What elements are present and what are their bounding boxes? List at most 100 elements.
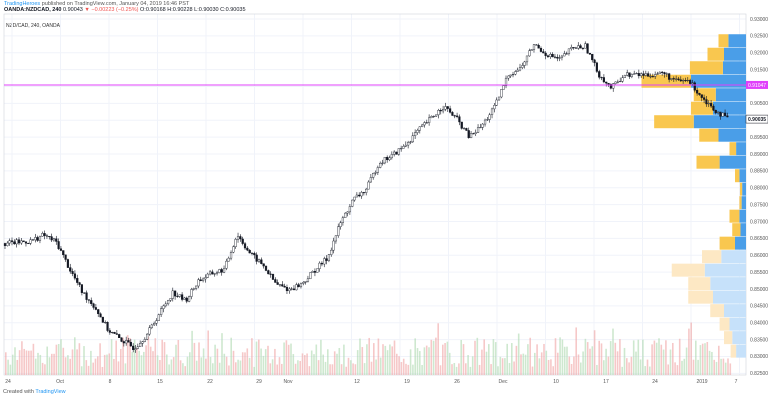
candle-body xyxy=(215,272,219,274)
volume-bar xyxy=(340,364,343,375)
volume-bar xyxy=(632,340,635,375)
chart-header: TradingHeroes published on TradingView.c… xyxy=(4,1,189,7)
volume-bar xyxy=(458,363,460,375)
volume-bar xyxy=(483,339,485,375)
last-price-label-box xyxy=(745,114,768,124)
volume-bar xyxy=(281,363,283,375)
candle-body xyxy=(409,141,412,143)
candle-body xyxy=(327,254,331,261)
volume-bar xyxy=(520,354,522,375)
volume-bar xyxy=(53,353,55,375)
volume-bar xyxy=(64,357,67,375)
candle-body xyxy=(465,128,468,131)
candle-body xyxy=(418,126,421,131)
volume-bar xyxy=(186,356,189,375)
volume-bar xyxy=(331,364,334,375)
volume-profile-buy-bar xyxy=(707,47,724,61)
volume-bar xyxy=(60,339,62,375)
candle-body xyxy=(518,67,522,71)
tradingview-brand[interactable]: TradingView xyxy=(35,389,66,395)
volume-bar xyxy=(366,344,368,375)
volume-bar xyxy=(166,354,168,375)
candle-body xyxy=(442,109,445,112)
candle-body xyxy=(122,341,125,344)
candle-body xyxy=(127,340,130,343)
volume-bar xyxy=(529,337,531,375)
candle-body xyxy=(472,133,475,135)
candle-body xyxy=(183,297,186,300)
candle-body xyxy=(640,73,643,77)
volume-bar xyxy=(122,337,124,375)
candle-body xyxy=(637,73,640,77)
candle-body xyxy=(388,157,391,161)
volume-bar xyxy=(356,350,359,375)
candle-body xyxy=(397,148,400,155)
y-tick-label: 0.85000 xyxy=(750,287,768,293)
candle-body xyxy=(493,105,496,110)
volume-profile-sell-bar xyxy=(715,88,746,102)
candle-body xyxy=(455,115,459,117)
volume-bar xyxy=(83,346,85,375)
candle-body xyxy=(225,260,228,269)
published-text: published on TradingView.com, January 04… xyxy=(41,1,190,7)
candle-body xyxy=(723,112,727,116)
volume-bar xyxy=(591,346,594,375)
volume-bar xyxy=(396,353,398,375)
candle-body xyxy=(192,288,195,290)
candle-body xyxy=(271,273,275,280)
volume-bar xyxy=(5,352,7,375)
candle-body xyxy=(153,323,156,326)
symbol-line: OANDA:NZDCAD, 240 0.90043 ▼ −0.00223 (−0… xyxy=(4,7,246,13)
volume-bar xyxy=(290,343,292,375)
volume-bar xyxy=(540,352,543,375)
candle-body xyxy=(700,94,703,98)
candle-body xyxy=(379,162,382,168)
y-tick-label: 0.84500 xyxy=(750,304,768,310)
volume-bar xyxy=(57,344,60,375)
volume-bar xyxy=(297,360,299,375)
candle-body xyxy=(213,273,216,275)
volume-bar xyxy=(237,359,239,375)
candle-body xyxy=(274,279,277,283)
candle-body xyxy=(490,108,494,115)
candle-body xyxy=(369,177,372,183)
volume-bar xyxy=(145,345,147,375)
y-tick-label: 0.83000 xyxy=(750,354,768,360)
volume-bar xyxy=(39,354,42,375)
volume-bar xyxy=(695,340,697,375)
volume-bar xyxy=(159,360,161,375)
candle-body xyxy=(344,212,347,218)
volume-bar xyxy=(577,354,580,375)
candle-body xyxy=(167,300,170,305)
candle-body xyxy=(572,47,575,49)
candle-body xyxy=(702,97,706,100)
candle-body xyxy=(675,78,678,80)
volume-bar xyxy=(697,359,699,375)
volume-bar xyxy=(550,359,552,375)
candle-body xyxy=(591,53,594,61)
volume-bar xyxy=(492,339,495,375)
volume-bar xyxy=(126,335,129,375)
publisher-name[interactable]: TradingHeroes xyxy=(4,1,41,7)
volume-bar xyxy=(462,344,465,375)
volume-bar xyxy=(570,363,573,375)
volume-bar xyxy=(350,360,352,375)
volume-bar xyxy=(538,358,541,375)
volume-bar xyxy=(619,339,621,375)
volume-bar xyxy=(156,355,159,375)
volume-bar xyxy=(674,362,676,375)
volume-profile-buy-bar xyxy=(729,142,737,156)
candle-body xyxy=(276,282,279,285)
candle-body xyxy=(332,240,335,251)
candle-body xyxy=(577,45,580,49)
candle-body xyxy=(593,59,596,64)
volume-bar xyxy=(630,356,633,375)
volume-bar xyxy=(609,341,612,375)
candle-body xyxy=(157,314,160,321)
candle-body xyxy=(514,71,517,75)
volume-bar xyxy=(223,353,226,375)
candle-body xyxy=(504,77,508,86)
y-tick-label: 0.88500 xyxy=(750,169,768,175)
candle-body xyxy=(488,114,491,120)
